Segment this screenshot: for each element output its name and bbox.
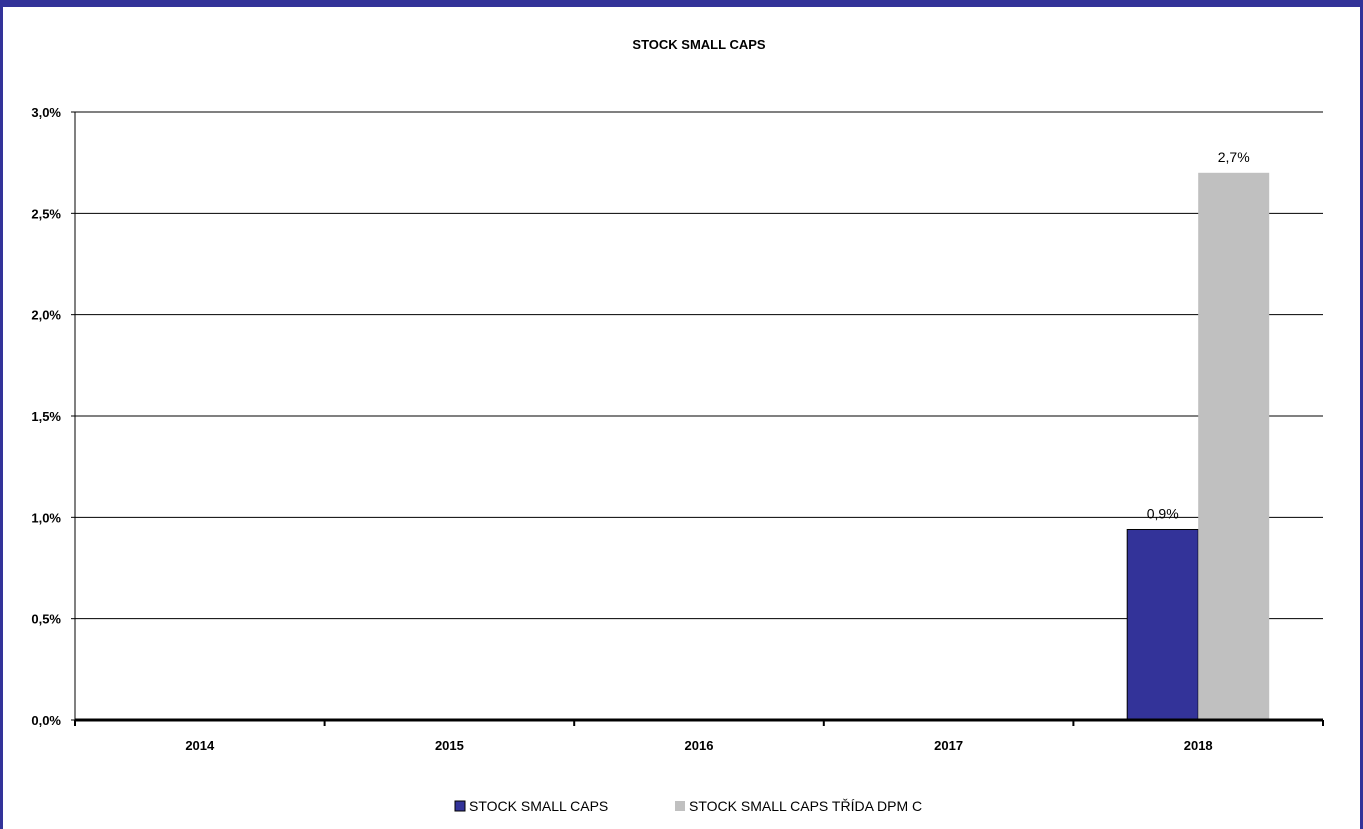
- y-tick-label: 0,5%: [31, 612, 61, 627]
- data-label: 0,9%: [1147, 505, 1179, 521]
- y-tick-label: 0,0%: [31, 713, 61, 728]
- y-tick-label: 3,0%: [31, 105, 61, 120]
- x-tick-label: 2018: [1184, 738, 1213, 753]
- legend-label: STOCK SMALL CAPS: [469, 798, 608, 814]
- y-tick-label: 1,0%: [31, 510, 61, 525]
- y-tick-label: 2,0%: [31, 308, 61, 323]
- legend: STOCK SMALL CAPS STOCK SMALL CAPS TŘÍDA D…: [455, 798, 922, 814]
- y-axis-ticks: 0,0% 0,5% 1,0% 1,5% 2,0% 2,5% 3,0%: [31, 105, 75, 728]
- bars: [1127, 173, 1269, 720]
- legend-label: STOCK SMALL CAPS TŘÍDA DPM C: [689, 798, 922, 814]
- bar-2018-series-1: [1127, 529, 1198, 720]
- x-tick-label: 2016: [685, 738, 714, 753]
- legend-swatch: [455, 801, 465, 811]
- y-tick-label: 1,5%: [31, 409, 61, 424]
- x-tick-label: 2014: [185, 738, 215, 753]
- x-tick-label: 2017: [934, 738, 963, 753]
- x-axis-ticks: 2014 2015 2016 2017 2018: [75, 720, 1323, 753]
- legend-swatch: [675, 801, 685, 811]
- x-tick-label: 2015: [435, 738, 464, 753]
- data-label: 2,7%: [1218, 149, 1250, 165]
- y-tick-label: 2,5%: [31, 206, 61, 221]
- chart-title: STOCK SMALL CAPS: [632, 37, 765, 52]
- bar-2018-series-2: [1198, 173, 1269, 720]
